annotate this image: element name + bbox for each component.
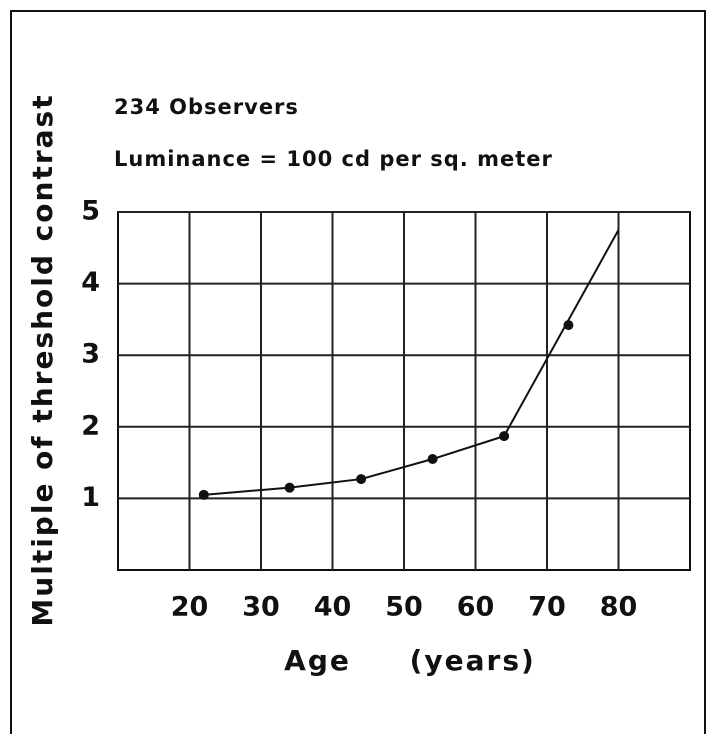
annotation: 234 Observers [114,95,299,119]
y-tick-label: 1 [81,482,100,513]
y-tick-label: 3 [81,339,100,370]
x-tick-label: 60 [457,592,495,623]
data-point [198,489,209,500]
x-tick-label: 80 [600,592,638,623]
data-point [356,474,367,485]
data-point [499,431,510,442]
data-point [563,320,574,331]
curve [203,229,620,496]
x-tick-label: 70 [528,592,566,623]
y-tick-label: 4 [81,267,100,298]
y-tick-label: 5 [81,196,100,227]
data-point [427,454,438,465]
data-point [284,482,295,493]
x-axis-label: Age (years) [284,644,536,677]
y-axis-label: Multiple of threshold contrast [26,93,59,626]
x-tick-label: 20 [171,592,209,623]
x-tick-label: 40 [314,592,352,623]
x-tick-label: 30 [242,592,280,623]
y-tick-label: 2 [81,410,100,441]
x-tick-label: 50 [385,592,423,623]
frame [10,10,706,734]
annotation: Luminance = 100 cd per sq. meter [114,147,553,171]
